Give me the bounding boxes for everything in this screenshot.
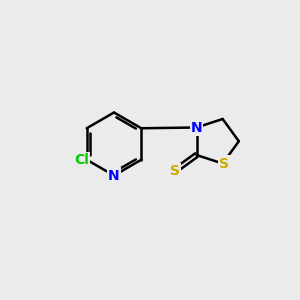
Text: S: S	[219, 157, 229, 170]
Text: S: S	[170, 164, 180, 178]
Text: N: N	[108, 169, 120, 182]
Text: Cl: Cl	[74, 153, 89, 167]
Text: N: N	[191, 121, 202, 134]
